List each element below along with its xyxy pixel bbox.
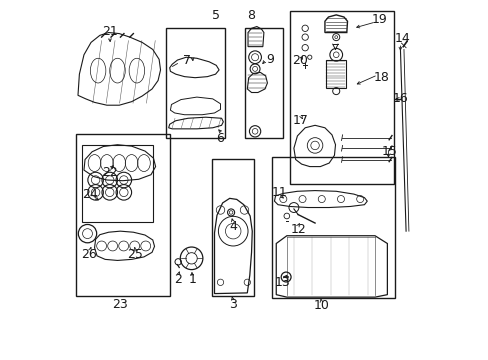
Text: 4: 4	[229, 220, 237, 233]
Text: 6: 6	[215, 132, 224, 145]
Text: 5: 5	[212, 9, 220, 22]
Text: 26: 26	[81, 248, 97, 261]
Text: 23: 23	[112, 298, 128, 311]
Bar	[271, 157, 394, 298]
Text: 17: 17	[292, 113, 308, 126]
Text: 15: 15	[381, 145, 396, 158]
Text: 18: 18	[373, 71, 388, 84]
Text: 2: 2	[174, 273, 182, 286]
Bar	[244, 28, 283, 138]
Text: 7: 7	[183, 54, 191, 67]
Text: 24: 24	[82, 188, 98, 201]
Text: 9: 9	[265, 53, 273, 66]
Text: 16: 16	[392, 93, 407, 105]
Text: 25: 25	[127, 248, 143, 261]
Text: 22: 22	[102, 166, 118, 179]
Text: 8: 8	[247, 9, 255, 22]
Text: 14: 14	[394, 32, 409, 45]
Bar	[166, 28, 225, 138]
Bar	[290, 11, 394, 184]
Text: 1: 1	[188, 273, 196, 286]
Bar	[325, 60, 346, 88]
Text: 3: 3	[229, 298, 237, 311]
Text: 12: 12	[290, 223, 305, 236]
Text: 20: 20	[292, 54, 307, 67]
Text: 10: 10	[313, 299, 329, 312]
Text: 21: 21	[102, 25, 118, 38]
Bar	[82, 145, 152, 222]
Bar	[76, 134, 170, 296]
Text: 11: 11	[271, 186, 287, 199]
Bar	[212, 159, 253, 296]
Text: 13: 13	[274, 276, 290, 289]
Text: 19: 19	[370, 13, 386, 26]
